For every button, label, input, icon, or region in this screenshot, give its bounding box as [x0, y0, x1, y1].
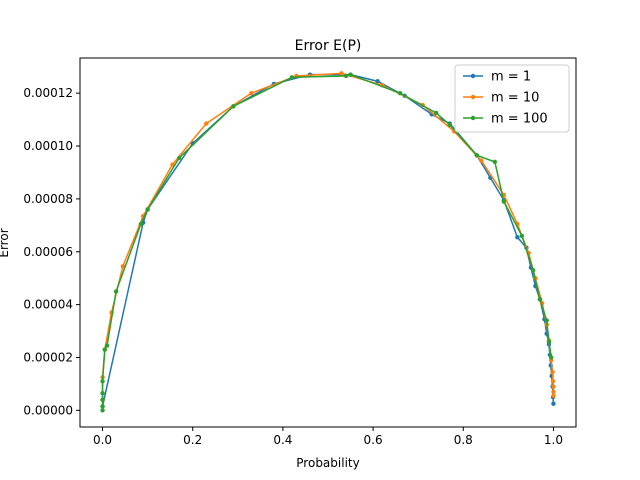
- x-tick-label: 0.2: [183, 433, 202, 447]
- data-point: [551, 401, 556, 406]
- x-tick-label: 1.0: [544, 433, 563, 447]
- legend-marker: [470, 73, 476, 79]
- x-tick-label: 0.6: [364, 433, 383, 447]
- data-point: [546, 339, 552, 344]
- legend-label: m = 1: [491, 70, 531, 85]
- data-point: [501, 199, 507, 204]
- chart-title: Error E(P): [295, 38, 362, 54]
- series-layer: [100, 71, 556, 413]
- data-point: [492, 159, 498, 165]
- data-point: [519, 233, 525, 239]
- data-point: [549, 355, 554, 360]
- y-tick-label: 0.00012: [23, 86, 73, 100]
- y-tick-label: 0.00004: [23, 298, 73, 312]
- data-point: [102, 347, 108, 352]
- legend-marker: [470, 115, 476, 121]
- data-point: [551, 389, 556, 395]
- legend-box: [454, 64, 570, 133]
- data-point: [204, 121, 209, 126]
- data-point: [231, 104, 236, 109]
- y-tick-label: 0.00010: [23, 139, 73, 153]
- legend-label: m = 100: [491, 112, 548, 127]
- data-point: [375, 79, 380, 84]
- x-axis: 0.0 0.2 0.4 0.6 0.8 1.0: [93, 427, 563, 447]
- data-point: [544, 318, 549, 323]
- data-point: [339, 71, 344, 76]
- data-point: [170, 162, 175, 167]
- data-point: [537, 297, 543, 302]
- data-point: [515, 235, 520, 240]
- data-point: [113, 289, 119, 294]
- y-tick-label: 0.00006: [23, 245, 73, 259]
- data-point: [100, 397, 105, 402]
- data-point: [474, 153, 479, 158]
- data-point: [434, 110, 439, 116]
- data-point: [100, 408, 105, 413]
- data-point: [177, 155, 182, 161]
- y-tick-label: 0.00000: [23, 403, 73, 417]
- x-tick-label: 0.4: [273, 433, 292, 447]
- series-3: [100, 72, 554, 413]
- y-axis: 0.00000 0.00002 0.00004 0.00006 0.00008 0.000…: [23, 86, 80, 417]
- data-point: [100, 404, 105, 409]
- data-point: [550, 369, 555, 375]
- y-tick-label: 0.00008: [23, 192, 73, 206]
- data-point: [289, 75, 295, 80]
- y-tick-label: 0.00002: [23, 350, 73, 364]
- data-point: [343, 73, 349, 79]
- x-tick-label: 0.0: [93, 433, 112, 447]
- x-tick-label: 0.8: [454, 433, 473, 447]
- x-axis-title: Probability: [296, 456, 359, 470]
- data-point: [479, 158, 484, 163]
- data-point: [551, 393, 556, 399]
- y-axis-title: Error: [0, 228, 11, 257]
- legend-marker: [470, 94, 476, 100]
- data-point: [447, 122, 452, 128]
- data-point: [120, 264, 126, 269]
- legend-label: m = 10: [491, 91, 539, 106]
- data-point: [550, 379, 556, 384]
- data-point: [348, 72, 353, 77]
- data-point: [397, 90, 403, 96]
- data-point: [138, 221, 144, 227]
- legend: m = 1 m = 10 m = 100: [454, 64, 570, 133]
- data-point: [530, 268, 536, 273]
- data-point: [100, 390, 105, 396]
- data-point: [249, 90, 254, 96]
- data-point: [104, 343, 110, 348]
- data-point: [551, 384, 556, 389]
- data-point: [145, 207, 150, 212]
- data-point: [100, 379, 105, 384]
- plot-frame: [79, 57, 577, 428]
